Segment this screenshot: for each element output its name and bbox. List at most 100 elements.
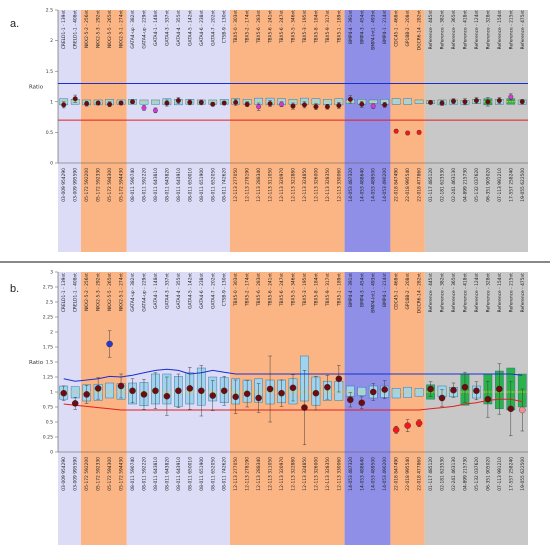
- y-tick-label: 1.25: [43, 375, 53, 381]
- sample-label: 17-557 258240: [508, 168, 514, 202]
- data-point: [221, 100, 227, 106]
- data-point: [107, 101, 113, 107]
- data-point: [473, 387, 480, 395]
- probe-label: Reference - 475nt: [520, 10, 526, 50]
- sample-label: 08-011 652050: [210, 457, 216, 491]
- sample-label: 19-055 622500: [520, 168, 526, 202]
- region-band-lavender: [58, 272, 81, 545]
- data-point: [415, 419, 423, 427]
- y-tick-label: 1: [50, 99, 53, 105]
- probe-label: Reference - 475nt: [520, 273, 526, 313]
- sample-label: 05-172 592200: [84, 457, 90, 491]
- data-point: [118, 100, 124, 106]
- probe-label: BMP4-3 - 454nt: [359, 273, 365, 307]
- probe-label: CRELD1-1 - 139nt: [61, 273, 67, 312]
- probe-label: DGCR6-14 - 282nt: [417, 273, 423, 313]
- region-band-lavender: [126, 10, 230, 252]
- y-tick-label: 0: [50, 450, 53, 456]
- probe-label: BMP4-Int1 - 493nt: [371, 10, 377, 50]
- data-point: [462, 99, 468, 105]
- region-band-orange: [390, 272, 425, 545]
- probe-label: TBX5-3 - 195nt: [302, 10, 308, 44]
- probe-label: Reference - 418nt: [462, 273, 468, 313]
- probe-label: CRELD1-1 - 139nt: [61, 10, 67, 49]
- sample-label: 08-011 651900: [199, 457, 205, 491]
- sample-label: 01-117 485120: [428, 457, 434, 491]
- probe-label: Reference - 154nt: [497, 273, 503, 313]
- y-axis-label: Ratio: [29, 360, 44, 366]
- probe-label: Reference - 418nt: [462, 10, 468, 50]
- data-point: [152, 107, 158, 113]
- data-point: [72, 96, 78, 102]
- sample-label: 22-018 847490: [394, 168, 400, 202]
- data-point: [347, 396, 354, 404]
- sample-label: 08-011 590740: [130, 168, 136, 202]
- probe-label: TBX5-5 - 346nt: [291, 273, 297, 307]
- sample-label: 07-113 991210: [497, 457, 503, 491]
- y-tick-label: 0.25: [43, 435, 53, 441]
- sample-label: 03-009 995590: [73, 457, 79, 491]
- panel-letter: b.: [10, 283, 19, 295]
- data-point: [312, 389, 320, 397]
- data-point: [95, 100, 101, 106]
- data-point: [175, 387, 182, 395]
- probe-label: BMP4-3 - 454nt: [359, 10, 365, 44]
- probe-label: GATA4-5 - 142nt: [187, 10, 193, 46]
- data-point: [507, 405, 515, 413]
- sample-label: 08-011 643810: [153, 168, 159, 202]
- sample-label: 06-351 905020: [485, 457, 491, 491]
- sample-label: 05-132 037620: [474, 168, 480, 202]
- sample-label: 14-053 488640: [359, 168, 365, 202]
- y-tick-label: 2.25: [43, 315, 53, 321]
- probe-label: GP1BB-2 - 208nt: [405, 273, 411, 310]
- probe-label: GATA4-7 - 202nt: [210, 10, 216, 46]
- probe-label: CTSB-9 - 130nt: [222, 10, 228, 43]
- data-point: [220, 387, 228, 395]
- sample-label: 02-241 463130: [451, 457, 457, 491]
- probe-label: NKX2-5-3 - 292nt: [96, 273, 102, 311]
- sample-label: 08-011 643910: [176, 457, 182, 491]
- probe-label: TBX5-8 - 184nt: [313, 10, 319, 44]
- sample-label: 08-011 592220: [141, 457, 147, 491]
- data-point: [519, 406, 526, 414]
- region-band-blue: [344, 272, 391, 545]
- sample-label: 02-181 623530: [440, 457, 446, 491]
- data-point: [313, 104, 319, 110]
- sample-label: 05-172 594430: [119, 168, 125, 202]
- data-point: [279, 101, 284, 107]
- region-band-orange: [80, 10, 127, 252]
- sample-label: 12-113 324850: [302, 457, 308, 491]
- sample-label: 12-113 324850: [302, 168, 308, 202]
- probe-label: Reference - 215nt: [508, 10, 514, 50]
- probe-label: GATA4-6 - 238nt: [199, 10, 205, 46]
- sample-label: 22-018 477860: [417, 168, 423, 202]
- data-point: [106, 340, 113, 348]
- data-point: [427, 385, 434, 393]
- probe-label: TBX5-8 - 184nt: [313, 273, 319, 307]
- probe-label: NKX2-5-1 - 274nt: [119, 10, 125, 48]
- data-point: [117, 382, 125, 390]
- sample-label: 08-011 643820: [164, 457, 170, 491]
- sample-label: 12-113 311050: [268, 168, 274, 202]
- data-point: [428, 99, 434, 105]
- region-band-gray: [424, 10, 528, 252]
- sample-label: 14-053 489500: [371, 168, 377, 202]
- box: [391, 388, 401, 399]
- sample-label: 01-117 485120: [428, 168, 434, 202]
- sample-label: 05-172 592330: [96, 168, 102, 202]
- sample-label: 12-113 330060: [336, 457, 342, 491]
- sample-label: 03-009 954290: [61, 168, 67, 202]
- data-point: [94, 385, 102, 392]
- sample-label: 05-172 594300: [107, 457, 113, 491]
- data-point: [129, 387, 136, 395]
- upper-threshold-line: [63, 368, 523, 382]
- y-tick-label: 2.75: [43, 285, 53, 291]
- region-band-lavender: [126, 272, 230, 545]
- data-point: [519, 99, 525, 105]
- probe-label: GATA4-up - 382nt: [130, 10, 136, 49]
- probe-label: GATA4-1 - 148nt: [153, 10, 159, 46]
- sample-label: 12-113 278190: [245, 168, 251, 202]
- box: [105, 382, 114, 399]
- probe-label: TBX5-3 - 195nt: [302, 273, 308, 307]
- data-point: [152, 387, 159, 395]
